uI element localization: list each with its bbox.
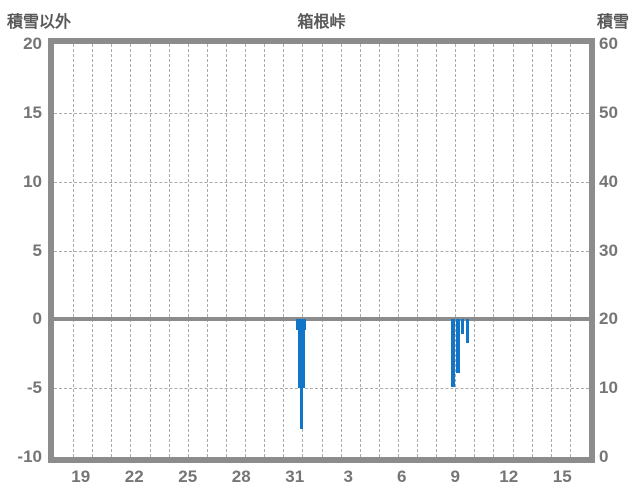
right-axis-tick-labels: 60 50 40 30 20 10 0 [599,34,636,466]
right-tick-label: 50 [599,102,618,122]
x-tick-label: 28 [231,467,251,486]
right-tick-label: 40 [599,171,618,191]
precip-bar [299,319,303,430]
left-axis-tick-labels: 20 15 10 5 0 -5 -10 [0,34,42,466]
chart-title: 箱根峠 [297,14,346,31]
value-gridline [54,250,589,252]
precip-bar [456,319,460,374]
x-tick-label: 3 [343,467,353,486]
x-tick-label: 19 [71,467,91,486]
precip-bar [465,319,469,343]
x-tick-label: 25 [178,467,198,486]
right-tick-label: 60 [599,34,618,53]
right-tick-label: 20 [599,309,618,329]
x-tick-label: 31 [285,467,305,486]
right-tick-label: 30 [599,240,618,260]
precip-bar [451,319,456,387]
x-tick-label: 15 [552,467,572,486]
value-gridline [54,181,589,183]
zero-line [54,317,589,322]
left-tick-label: -10 [17,447,42,466]
left-tick-label: -5 [26,378,42,398]
x-tick-label: 22 [124,467,144,486]
right-tick-label: 0 [599,447,609,466]
right-tick-label: 10 [599,378,618,398]
left-axis-title: 積雪以外 [7,14,72,31]
left-tick-label: 15 [23,102,42,122]
value-gridline [54,112,589,114]
left-tick-label: 5 [32,240,42,260]
x-tick-label: 9 [450,467,460,486]
left-tick-label: 0 [32,309,42,329]
precip-bar [460,319,464,335]
plot-inner [54,44,589,457]
x-tick-label: 12 [499,467,519,486]
plot-frame [48,38,595,463]
left-tick-label: 20 [23,34,42,53]
left-tick-label: 10 [23,171,42,191]
right-axis-title: 積雪 [596,14,629,31]
value-gridline [54,388,589,390]
x-tick-label: 6 [397,467,407,486]
x-axis-tick-labels: 19 22 25 28 31 3 6 9 12 15 [54,467,589,491]
